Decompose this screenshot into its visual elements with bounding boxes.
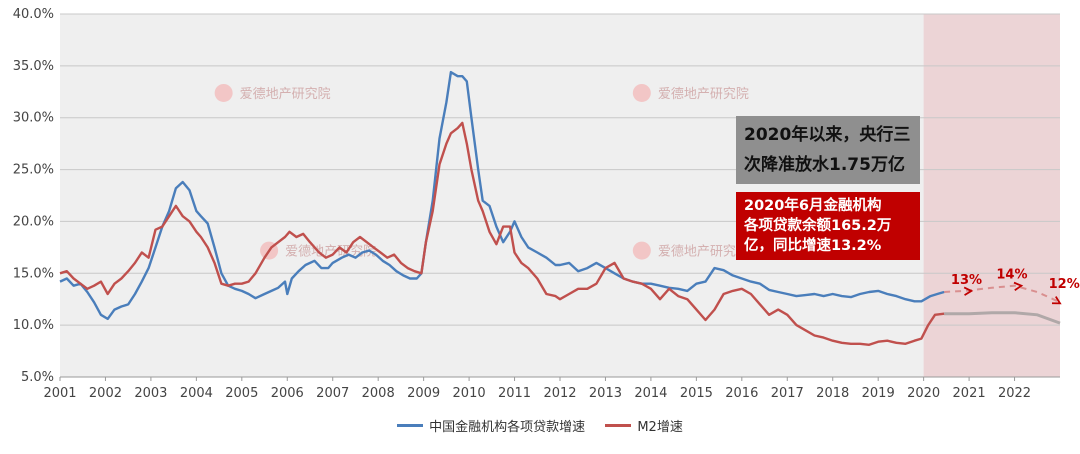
- y-tick-label: 40.0%: [13, 7, 54, 22]
- series-line-loan-growth: [59, 70, 945, 321]
- series-line-m2-growth: [59, 121, 945, 346]
- x-tick-label: 2014: [634, 386, 667, 401]
- watermark-text: 爱德地产研究院: [240, 87, 331, 102]
- legend-swatch-m2: [605, 424, 632, 427]
- x-tick-label: 2015: [680, 386, 713, 401]
- forecast-arrowhead: [1013, 281, 1024, 291]
- legend-label-m2: M2增速: [637, 420, 683, 435]
- x-tick-label: 2007: [316, 386, 349, 401]
- callout-loan-line-3: 亿，同比增速13.2%: [744, 238, 882, 254]
- x-tick-label: 2011: [498, 386, 531, 401]
- x-tick-label: 2005: [225, 386, 258, 401]
- loan-forecast-line: [944, 284, 1061, 304]
- x-tick-label: 2008: [362, 386, 395, 401]
- x-tick-label: 2017: [771, 386, 804, 401]
- x-tick-label: 2002: [89, 386, 122, 401]
- watermark-text: 爱德地产研究院: [658, 245, 749, 260]
- forecast-arrowhead: [963, 286, 974, 296]
- x-tick-label: 2022: [998, 386, 1031, 401]
- callout-rrr-line-2: 次降准放水1.75万亿: [744, 155, 905, 175]
- callout-loan-balance: 2020年6月金融机构 各项贷款余额165.2万 亿，同比增速13.2%: [736, 192, 920, 260]
- y-tick-label: 25.0%: [13, 163, 54, 178]
- chart-legend: 中国金融机构各项贷款增速 M2增速: [0, 416, 1080, 435]
- y-tick-label: 5.0%: [21, 370, 54, 385]
- callout-rrr-cut: 2020年以来，央行三 次降准放水1.75万亿: [736, 116, 920, 184]
- forecast-arrowhead: [1051, 296, 1062, 305]
- x-tick-label: 2016: [725, 386, 758, 401]
- x-tick-label: 2001: [43, 386, 76, 401]
- watermark-text: 爱德地产研究院: [658, 87, 749, 102]
- m2-forecast-line: [944, 311, 1061, 325]
- x-tick-label: 2021: [953, 386, 986, 401]
- y-tick-label: 30.0%: [13, 111, 54, 126]
- legend-item-m2[interactable]: M2增速: [605, 416, 683, 435]
- legend-item-loan[interactable]: 中国金融机构各项贷款增速: [397, 416, 585, 435]
- x-tick-label: 2004: [180, 386, 213, 401]
- y-tick-label: 10.0%: [13, 318, 54, 333]
- forecast-label: 12%: [1049, 277, 1080, 292]
- callout-loan-line-2: 各项贷款余额165.2万: [744, 218, 892, 234]
- x-tick-label: 2019: [862, 386, 895, 401]
- x-tick-label: 2018: [816, 386, 849, 401]
- legend-swatch-loan: [397, 424, 424, 427]
- y-tick-label: 15.0%: [13, 266, 54, 281]
- forecast-label: 13%: [951, 273, 982, 288]
- callout-rrr-line-1: 2020年以来，央行三: [744, 125, 911, 145]
- x-tick-label: 2012: [543, 386, 576, 401]
- callout-loan-line-1: 2020年6月金融机构: [744, 198, 882, 214]
- ade-logo-icon: [632, 241, 651, 260]
- x-tick-label: 2010: [453, 386, 486, 401]
- forecast-shade: [923, 14, 1060, 377]
- x-tick-label: 2013: [589, 386, 622, 401]
- legend-label-loan: 中国金融机构各项贷款增速: [429, 420, 586, 435]
- ade-logo-icon: [632, 83, 651, 102]
- x-tick-label: 2020: [907, 386, 940, 401]
- x-tick-label: 2003: [134, 386, 167, 401]
- y-tick-label: 20.0%: [13, 214, 54, 229]
- ade-logo-icon: [214, 83, 233, 102]
- y-tick-label: 35.0%: [13, 59, 54, 74]
- x-tick-label: 2009: [407, 386, 440, 401]
- x-tick-label: 2006: [271, 386, 304, 401]
- forecast-label: 14%: [996, 268, 1027, 283]
